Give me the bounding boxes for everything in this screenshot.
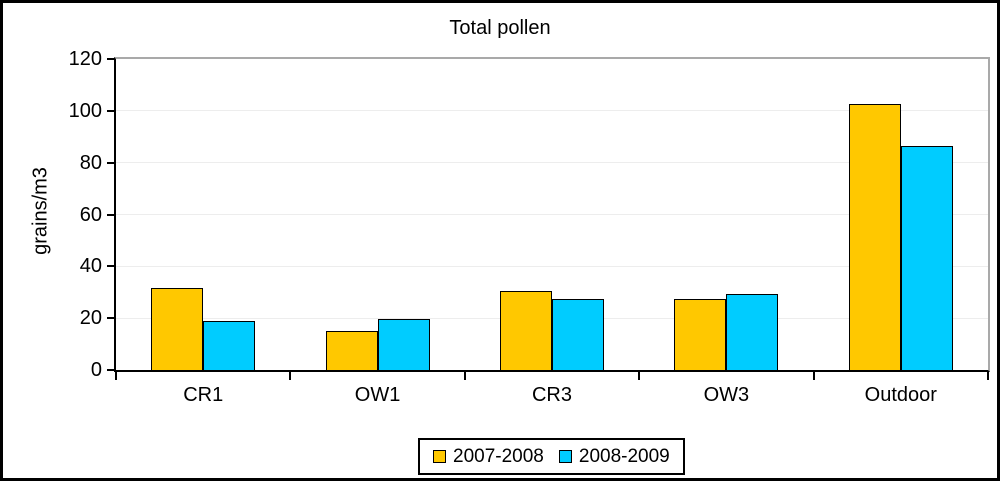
bar-2007-2008-CR1: [151, 288, 204, 370]
y-tick-label: 80: [79, 151, 102, 174]
legend-swatch-2008-2009: [558, 450, 572, 463]
bar-2007-2008-CR3: [500, 290, 552, 370]
y-axis-tick: [107, 58, 115, 60]
bar-2007-2008-OW3: [674, 298, 727, 370]
x-category-label: Outdoor: [864, 384, 937, 406]
x-axis-tick: [115, 372, 117, 380]
y-tick-label: 60: [79, 203, 102, 226]
x-axis-tick: [987, 372, 989, 380]
legend-swatch-2007-2008: [433, 450, 446, 463]
legend-item: 2007-2008: [433, 446, 544, 468]
y-tick-label: 20: [79, 307, 102, 330]
legend-item: 2008-2009: [558, 445, 670, 468]
gridline: [116, 110, 988, 112]
chart-title: Total pollen: [449, 17, 551, 39]
bar-2007-2008-Outdoor: [848, 104, 901, 370]
x-category-label: CR1: [183, 384, 224, 406]
x-axis-tick: [463, 372, 466, 380]
x-category-label: CR3: [531, 384, 572, 406]
y-axis-tick: [107, 265, 115, 268]
y-axis-tick: [107, 213, 115, 216]
y-axis-tick: [107, 161, 115, 164]
gridline: [116, 162, 988, 164]
x-category-label: OW3: [703, 384, 750, 406]
bar-2007-2008-OW1: [325, 331, 378, 370]
x-axis-tick: [812, 372, 815, 380]
y-tick-label: 40: [79, 255, 102, 278]
y-tick-label: 100: [68, 99, 102, 122]
y-tick-label: 0: [90, 359, 102, 381]
bar-2008-2009-CR1: [203, 320, 256, 370]
bar-2008-2009-CR3: [552, 298, 604, 370]
y-tick-label: 120: [68, 48, 102, 70]
plot-area: 0 20 40 60 80 100 120 CR1 OW1 CR3 OW3 Outdoor: [69, 48, 990, 406]
x-axis-tick: [638, 372, 641, 380]
bar-2008-2009-OW1: [377, 319, 430, 370]
legend: 2007-2008 2008-2009: [418, 438, 685, 475]
bar-2008-2009-Outdoor: [900, 145, 953, 370]
gridline: [116, 265, 988, 267]
legend-label: 2008-2009: [578, 445, 670, 467]
x-category-label: OW1: [354, 384, 401, 406]
x-axis-tick: [289, 372, 292, 380]
y-axis-tick: [107, 109, 115, 112]
legend-label: 2007-2008: [453, 445, 544, 467]
bar-2008-2009-OW3: [726, 293, 779, 370]
y-axis-tick: [107, 369, 115, 371]
gridline: [116, 214, 988, 215]
y-axis-tick: [107, 317, 115, 320]
